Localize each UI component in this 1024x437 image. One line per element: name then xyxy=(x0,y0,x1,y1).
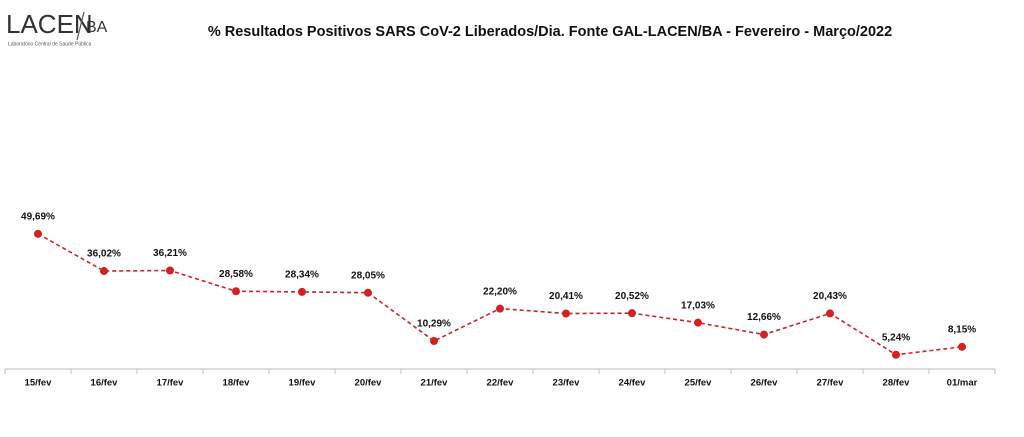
logo-name: LACEN xyxy=(6,9,93,39)
value-label: 49,69% xyxy=(21,211,55,222)
x-tick-label: 22/fev xyxy=(487,378,515,389)
value-label: 5,24% xyxy=(882,332,910,343)
value-label: 8,15% xyxy=(948,324,976,335)
x-tick-label: 16/fev xyxy=(91,378,119,389)
value-label: 20,43% xyxy=(813,291,847,302)
data-point xyxy=(364,288,372,297)
data-point xyxy=(694,318,702,327)
x-tick-label: 19/fev xyxy=(289,378,317,389)
value-label: 20,52% xyxy=(615,291,649,302)
data-point xyxy=(892,350,900,359)
data-point xyxy=(166,266,174,275)
x-tick-label: 20/fev xyxy=(355,378,383,389)
x-tick-label: 25/fev xyxy=(685,378,713,389)
chart-title: % Resultados Positivos SARS CoV-2 Libera… xyxy=(208,24,892,40)
value-label: 12,66% xyxy=(747,312,781,323)
value-label: 20,41% xyxy=(549,291,583,302)
data-point xyxy=(628,309,636,318)
x-tick-label: 18/fev xyxy=(223,378,251,389)
data-point xyxy=(826,309,834,318)
x-tick-label: 17/fev xyxy=(157,378,185,389)
data-point xyxy=(232,287,240,296)
value-label: 28,34% xyxy=(285,270,319,281)
logo: LACEN BA Laboratório Central de Saúde Pú… xyxy=(6,9,108,47)
value-label: 10,29% xyxy=(417,319,451,330)
value-label: 36,02% xyxy=(87,249,121,260)
x-tick-label: 01/mar xyxy=(947,378,978,389)
x-tick-label: 26/fev xyxy=(751,378,779,389)
data-point xyxy=(496,304,504,313)
x-tick-label: 28/fev xyxy=(883,378,911,389)
data-point xyxy=(562,309,570,318)
value-label: 22,20% xyxy=(483,286,517,297)
x-tick-label: 27/fev xyxy=(817,378,845,389)
x-tick-label: 15/fev xyxy=(25,378,53,389)
data-point xyxy=(760,330,768,339)
data-point xyxy=(100,267,108,276)
x-tick-label: 21/fev xyxy=(421,378,449,389)
data-point xyxy=(34,229,42,238)
x-tick-label: 24/fev xyxy=(619,378,647,389)
data-point xyxy=(430,337,438,346)
value-label: 28,58% xyxy=(219,269,253,280)
x-tick-label: 23/fev xyxy=(553,378,581,389)
value-label: 17,03% xyxy=(681,300,715,311)
value-label: 28,05% xyxy=(351,270,385,281)
logo-suffix: BA xyxy=(86,19,108,36)
data-point xyxy=(298,287,306,296)
logo-tagline: Laboratório Central de Saúde Pública xyxy=(8,41,92,47)
value-label: 36,21% xyxy=(153,248,187,259)
logo-slash xyxy=(76,11,85,41)
data-point xyxy=(958,342,966,351)
